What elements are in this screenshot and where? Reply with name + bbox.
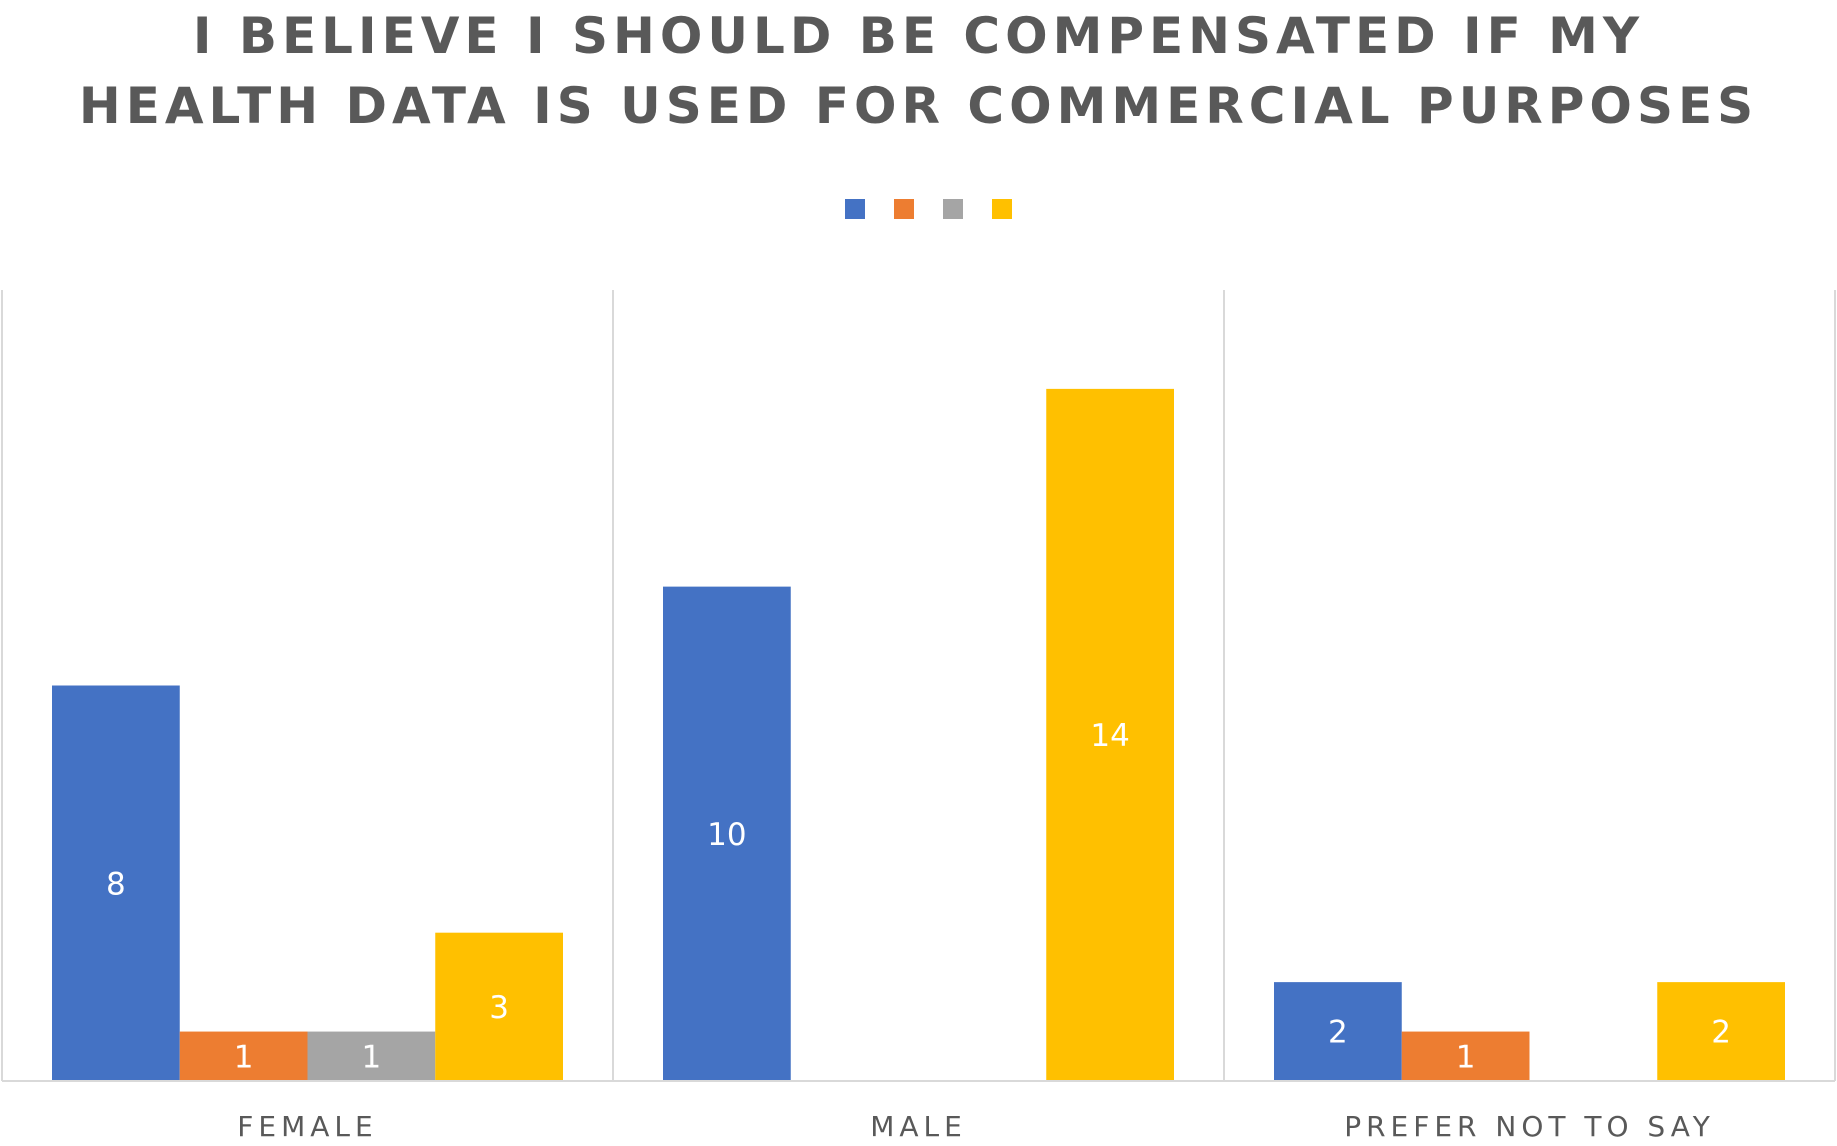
bar	[179, 1031, 308, 1081]
legend	[845, 199, 1012, 219]
x-tick-label: MALE	[870, 1110, 967, 1143]
x-tick-label: FEMALE	[237, 1110, 377, 1143]
data-labels: 8 1 1 3 10 14 2 1 2	[106, 718, 1731, 1075]
bar	[663, 586, 791, 1081]
data-label: 8	[106, 866, 126, 902]
bars	[52, 388, 1785, 1081]
data-label: 3	[489, 990, 509, 1026]
category-separators	[1, 290, 1836, 1081]
chart-title-line-2: HEALTH DATA IS USED FOR COMMERCIAL PURPO…	[78, 77, 1759, 135]
legend-swatch	[845, 199, 865, 219]
data-label: 10	[707, 817, 746, 853]
data-label: 1	[1456, 1039, 1476, 1075]
legend-swatch	[943, 199, 963, 219]
bar	[1274, 982, 1402, 1081]
data-label: 14	[1090, 718, 1129, 754]
chart-title-line-1: I BELIEVE I SHOULD BE COMPENSATED IF MY	[192, 7, 1645, 65]
bar	[1657, 982, 1785, 1081]
bar	[1401, 1031, 1530, 1081]
data-label: 2	[1328, 1015, 1348, 1051]
data-label: 2	[1711, 1015, 1731, 1051]
bar	[52, 685, 180, 1081]
data-label: 1	[234, 1039, 254, 1075]
data-label: 1	[362, 1039, 382, 1075]
bar	[1046, 388, 1174, 1081]
bar	[435, 932, 563, 1081]
x-tick-label: PREFER NOT TO SAY	[1344, 1110, 1715, 1143]
x-axis: FEMALE MALE PREFER NOT TO SAY	[2, 1080, 1835, 1143]
bar	[307, 1031, 436, 1081]
legend-swatch	[992, 199, 1012, 219]
legend-swatch	[894, 199, 914, 219]
